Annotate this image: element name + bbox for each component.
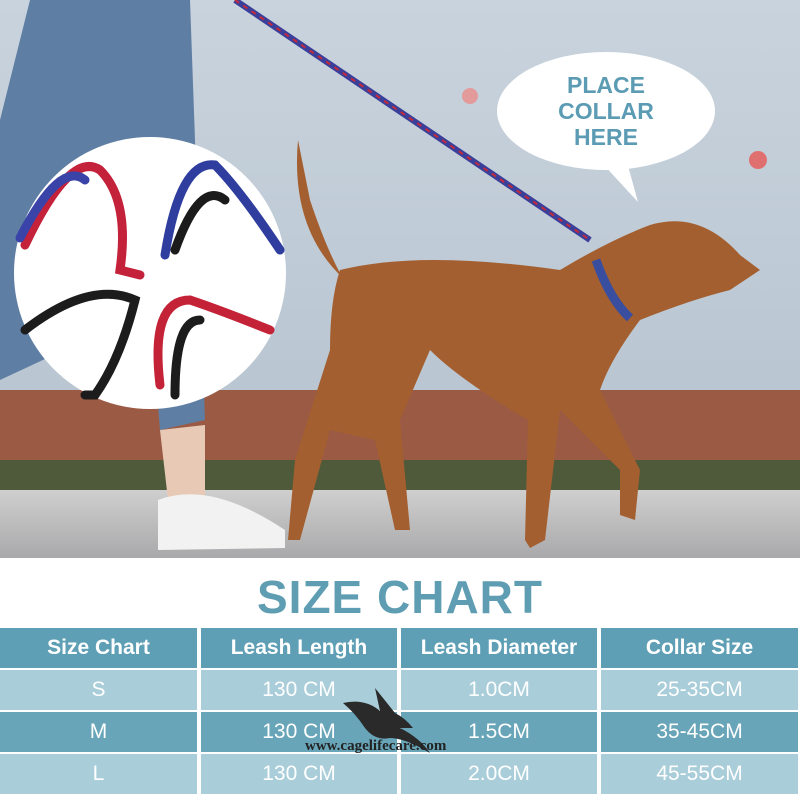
bubble-line: COLLAR — [558, 98, 654, 124]
watermark-bird-logo — [343, 688, 430, 753]
table-row: S 130 CM 1.0CM 25-35CM — [0, 670, 800, 710]
bubble-tail-icon — [590, 150, 638, 202]
header-cell: Leash Length — [201, 628, 397, 668]
header-cell: Size Chart — [0, 628, 197, 668]
table-cell: 2.0CM — [401, 754, 597, 794]
bubble-line: HERE — [574, 124, 638, 150]
table-cell: S — [0, 670, 197, 710]
size-table: Size Chart Leash Length Leash Diameter C… — [0, 628, 800, 796]
table-cell: 1.0CM — [401, 670, 597, 710]
table-header: Size Chart Leash Length Leash Diameter C… — [0, 628, 800, 668]
table-cell: 1.5CM — [401, 712, 597, 752]
table-cell: 35-45CM — [601, 712, 798, 752]
table-row: L 130 CM 2.0CM 45-55CM — [0, 754, 800, 794]
product-photo: PLACE COLLAR HERE — [0, 0, 800, 558]
table-cell: 130 CM — [201, 670, 397, 710]
watermark-text: www.cagelifecare.com — [305, 738, 447, 754]
table-cell: M — [0, 712, 197, 752]
bubble-line: PLACE — [567, 72, 645, 98]
table-cell: 45-55CM — [601, 754, 798, 794]
header-cell: Leash Diameter — [401, 628, 597, 668]
page-title: SIZE CHART — [257, 571, 543, 623]
speech-bubble: PLACE COLLAR HERE — [497, 52, 715, 170]
header-cell: Collar Size — [601, 628, 798, 668]
table-cell: L — [0, 754, 197, 794]
table-cell: 25-35CM — [601, 670, 798, 710]
table-cell: 130 CM — [201, 754, 397, 794]
